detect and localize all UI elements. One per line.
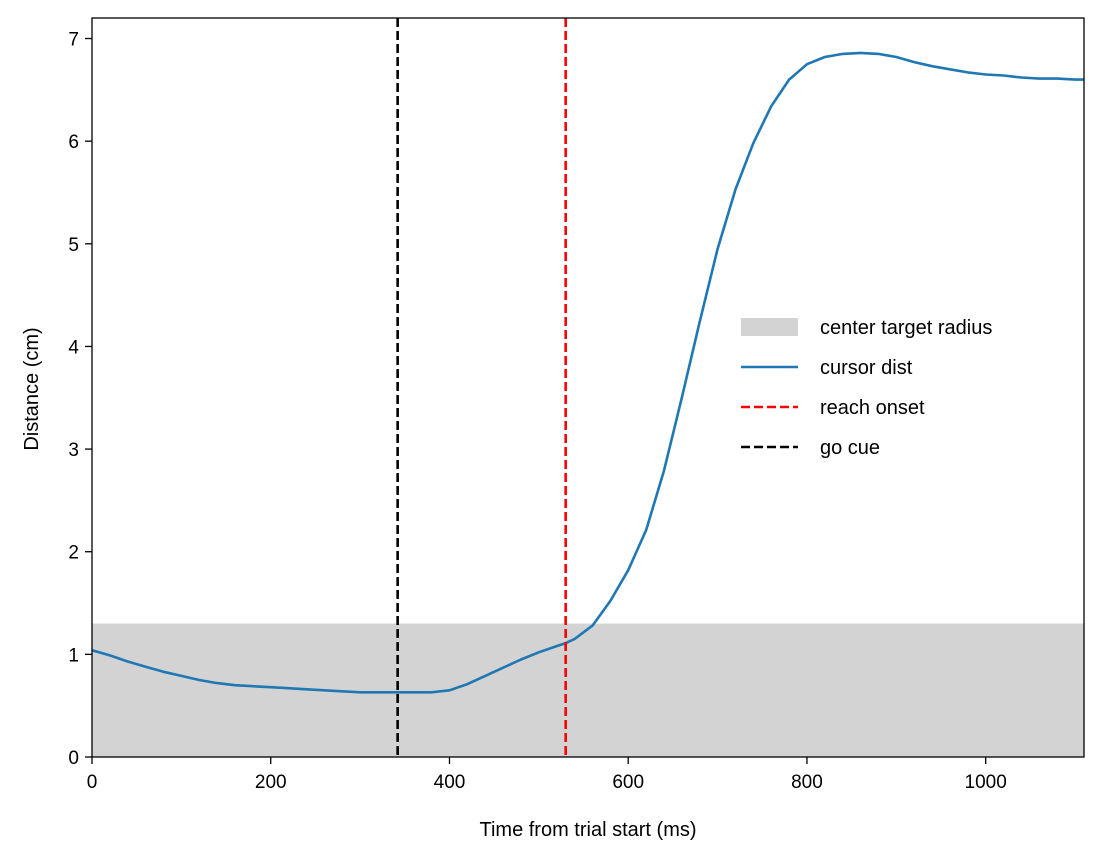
plot-frame	[91, 17, 1085, 758]
y-tick-label: 0	[68, 748, 79, 769]
legend: center target radius cursor dist reach ons…	[741, 317, 992, 459]
y-tick-label: 1	[68, 645, 79, 666]
x-tick-label: 400	[434, 772, 466, 793]
center-target-radius-region	[92, 623, 1084, 757]
x-tick-label: 200	[255, 772, 287, 793]
cursor-dist-line	[92, 51, 1084, 694]
legend-label: reach onset	[820, 397, 925, 419]
y-tick-label: 5	[68, 235, 79, 256]
x-tick-label: 0	[87, 772, 98, 793]
legend-label: go cue	[820, 437, 880, 459]
x-tick-label: 1000	[965, 772, 1007, 793]
axes: 0 200 400 600 800 1000 0 1 2 3 4 5 6 7	[68, 17, 1085, 793]
y-tick-label: 7	[68, 30, 79, 51]
y-tick-label: 2	[68, 543, 79, 564]
x-axis-label: Time from trial start (ms)	[479, 819, 696, 841]
legend-label: center target radius	[820, 317, 992, 339]
x-tick-label: 600	[612, 772, 644, 793]
x-tick-label: 800	[791, 772, 823, 793]
y-tick-label: 3	[68, 440, 79, 461]
plot-area	[92, 18, 1084, 757]
y-tick-label: 6	[68, 132, 79, 153]
legend-patch	[741, 318, 798, 336]
legend-label: cursor dist	[820, 357, 913, 379]
y-axis-label: Distance (cm)	[21, 327, 43, 450]
y-tick-label: 4	[68, 337, 79, 358]
plot-inner	[92, 18, 1084, 757]
